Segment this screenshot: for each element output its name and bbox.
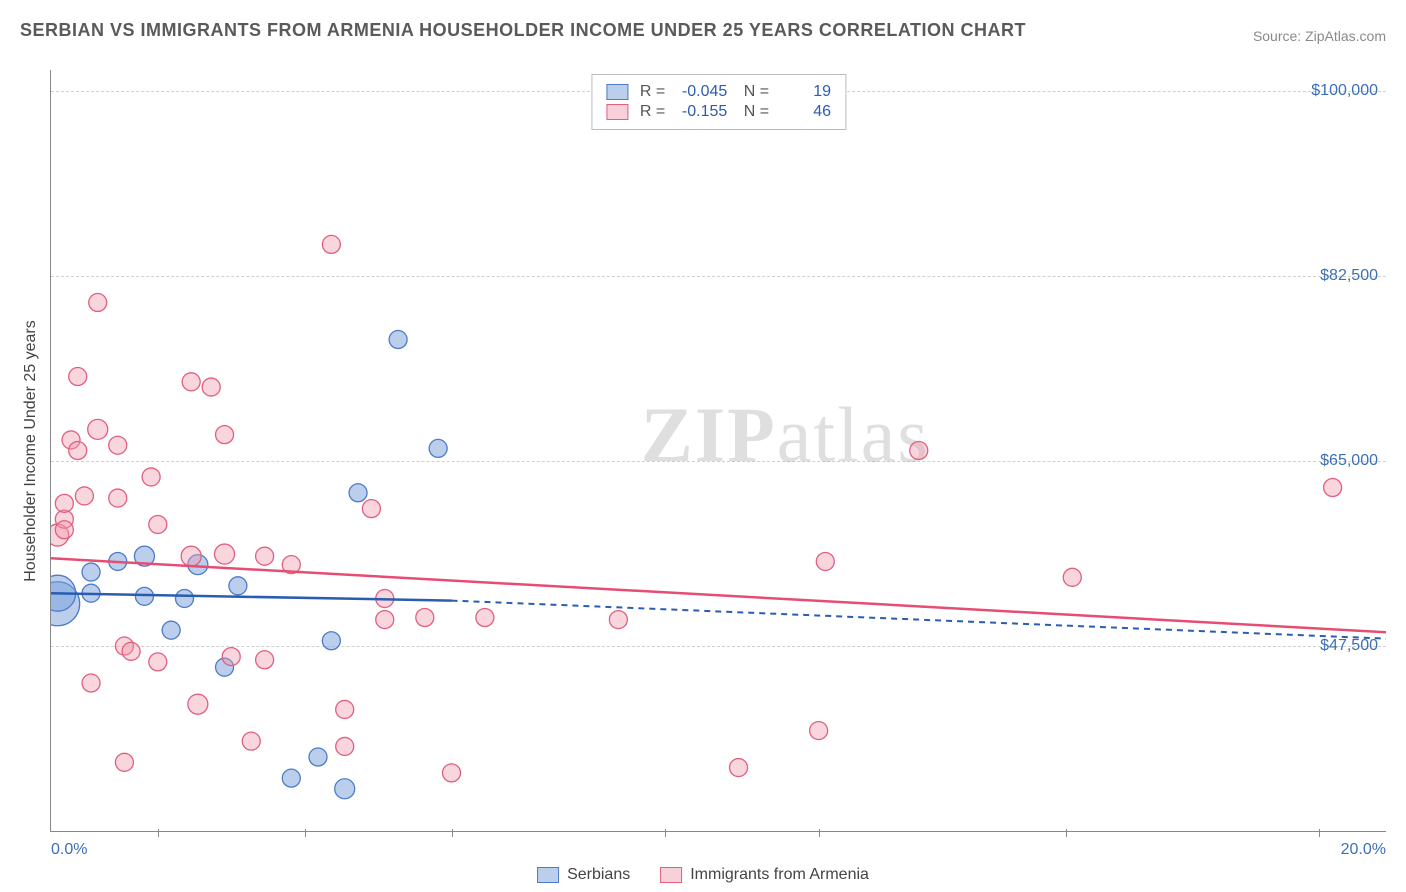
legend-stats-row-pink: R = -0.155 N = 46 bbox=[606, 103, 831, 121]
data-point bbox=[349, 484, 367, 502]
data-point bbox=[55, 521, 73, 539]
data-point bbox=[75, 487, 93, 505]
data-point bbox=[188, 694, 208, 714]
data-point bbox=[336, 700, 354, 718]
n-value-blue: 19 bbox=[781, 83, 831, 101]
data-point bbox=[389, 331, 407, 349]
data-point bbox=[149, 653, 167, 671]
r-label: R = bbox=[640, 103, 665, 121]
data-point bbox=[362, 500, 380, 518]
data-point bbox=[416, 608, 434, 626]
data-point bbox=[115, 753, 133, 771]
data-point bbox=[476, 608, 494, 626]
r-label: R = bbox=[640, 83, 665, 101]
legend-stats-box: R = -0.045 N = 19 R = -0.155 N = 46 bbox=[591, 74, 846, 130]
data-point bbox=[109, 489, 127, 507]
xtick-label: 20.0% bbox=[1341, 841, 1386, 859]
legend-label-armenia: Immigrants from Armenia bbox=[690, 866, 869, 884]
data-point bbox=[609, 611, 627, 629]
legend-item-armenia: Immigrants from Armenia bbox=[660, 866, 869, 884]
scatter-svg bbox=[51, 70, 1386, 831]
data-point bbox=[816, 552, 834, 570]
data-point bbox=[55, 494, 73, 512]
data-point bbox=[429, 439, 447, 457]
data-point bbox=[122, 642, 140, 660]
swatch-blue-icon bbox=[537, 867, 559, 883]
trend-line bbox=[51, 558, 1386, 632]
r-value-blue: -0.045 bbox=[677, 83, 727, 101]
data-point bbox=[322, 235, 340, 253]
legend-label-serbians: Serbians bbox=[567, 866, 630, 884]
data-point bbox=[89, 294, 107, 312]
data-point bbox=[443, 764, 461, 782]
legend-item-serbians: Serbians bbox=[537, 866, 630, 884]
data-point bbox=[376, 611, 394, 629]
data-point bbox=[242, 732, 260, 750]
data-point bbox=[181, 546, 201, 566]
swatch-pink-icon bbox=[606, 104, 628, 120]
legend-stats-row-blue: R = -0.045 N = 19 bbox=[606, 83, 831, 101]
data-point bbox=[109, 436, 127, 454]
data-point bbox=[229, 577, 247, 595]
data-point bbox=[69, 368, 87, 386]
data-point bbox=[182, 373, 200, 391]
xtick-label: 0.0% bbox=[51, 841, 87, 859]
data-point bbox=[910, 442, 928, 460]
data-point bbox=[309, 748, 327, 766]
data-point bbox=[149, 515, 167, 533]
data-point bbox=[256, 651, 274, 669]
data-point bbox=[135, 587, 153, 605]
data-point bbox=[335, 779, 355, 799]
data-point bbox=[322, 632, 340, 650]
r-value-pink: -0.155 bbox=[677, 103, 727, 121]
data-point bbox=[69, 442, 87, 460]
data-point bbox=[216, 426, 234, 444]
data-point bbox=[142, 468, 160, 486]
data-point bbox=[730, 759, 748, 777]
data-point bbox=[336, 737, 354, 755]
legend-series: Serbians Immigrants from Armenia bbox=[537, 866, 869, 884]
data-point bbox=[256, 547, 274, 565]
n-label: N = bbox=[739, 103, 769, 121]
chart-title: SERBIAN VS IMMIGRANTS FROM ARMENIA HOUSE… bbox=[20, 20, 1026, 41]
data-point bbox=[222, 648, 240, 666]
n-label: N = bbox=[739, 83, 769, 101]
n-value-pink: 46 bbox=[781, 103, 831, 121]
data-point bbox=[162, 621, 180, 639]
data-point bbox=[1063, 568, 1081, 586]
swatch-blue-icon bbox=[606, 84, 628, 100]
data-point bbox=[176, 589, 194, 607]
data-point bbox=[82, 563, 100, 581]
data-point bbox=[88, 419, 108, 439]
data-point bbox=[215, 544, 235, 564]
data-point bbox=[810, 722, 828, 740]
source-attribution: Source: ZipAtlas.com bbox=[1253, 28, 1386, 44]
chart-plot-area: Householder Income Under 25 years ZIPatl… bbox=[50, 70, 1386, 832]
y-axis-label: Householder Income Under 25 years bbox=[22, 320, 40, 581]
data-point bbox=[282, 769, 300, 787]
data-point bbox=[1324, 478, 1342, 496]
data-point bbox=[202, 378, 220, 396]
swatch-pink-icon bbox=[660, 867, 682, 883]
data-point bbox=[82, 674, 100, 692]
